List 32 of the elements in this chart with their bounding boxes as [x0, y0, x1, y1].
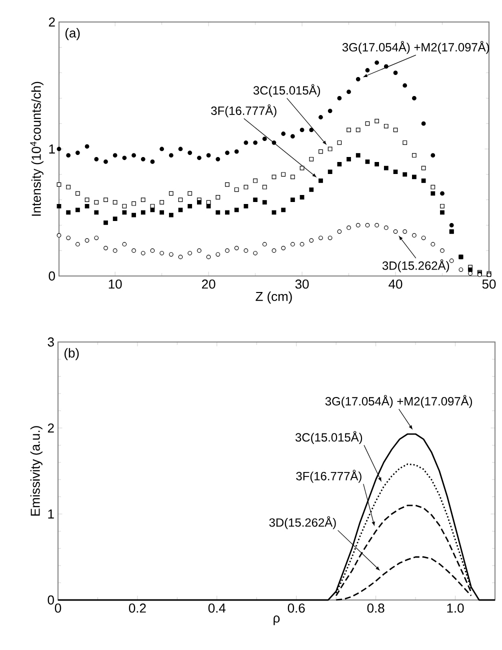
- x-tick-label: 0.8: [367, 604, 384, 613]
- y-axis-title: Intensity (10$^{4}$counts/ch): [30, 82, 44, 216]
- x-tick-label: 40: [388, 280, 402, 289]
- x-tick-label: 0.6: [288, 604, 305, 613]
- text: 3C(15.015Å): [296, 431, 362, 444]
- legend-label: 3F(16.777Å): [296, 470, 362, 483]
- y-tick-label: 2: [48, 17, 55, 27]
- y-tick-label: 2: [48, 423, 54, 433]
- text: 3F(16.777Å): [211, 104, 276, 118]
- y-axis-title: Emissivity (a.u.): [30, 426, 42, 516]
- annotation: (a): [65, 28, 80, 40]
- x-axis-title: Z (cm): [256, 292, 292, 304]
- x-tick-label: 30: [295, 280, 309, 289]
- text: 3C(15.015Å): [253, 84, 320, 97]
- x-tick-label: 1.0: [447, 604, 464, 613]
- x-axis-title: ρ: [274, 616, 280, 626]
- x-tick-label: 10: [108, 280, 122, 289]
- y-tick-label: 1: [49, 144, 55, 154]
- text: 3G(17.054Å) +M2(17.097Å): [342, 40, 490, 54]
- x-tick-label: 0: [54, 604, 62, 613]
- x-tick-label: 0.2: [128, 604, 146, 613]
- x-tick-label: 20: [202, 280, 216, 289]
- annotation: (b): [64, 348, 79, 360]
- series-label: 3D(15.262Å): [382, 259, 450, 272]
- y-tick-label: 1: [48, 510, 54, 518]
- y-tick-label: 3: [48, 337, 54, 347]
- text: 3D(15.262Å): [269, 516, 336, 530]
- y-tick-label: 0: [48, 595, 54, 605]
- y-tick-label: 0: [48, 271, 55, 281]
- x-tick-label: 50: [482, 280, 496, 289]
- x-tick-label: 0.4: [208, 604, 226, 613]
- text: 3G(17.054Å) +M2(17.097Å): [325, 394, 472, 408]
